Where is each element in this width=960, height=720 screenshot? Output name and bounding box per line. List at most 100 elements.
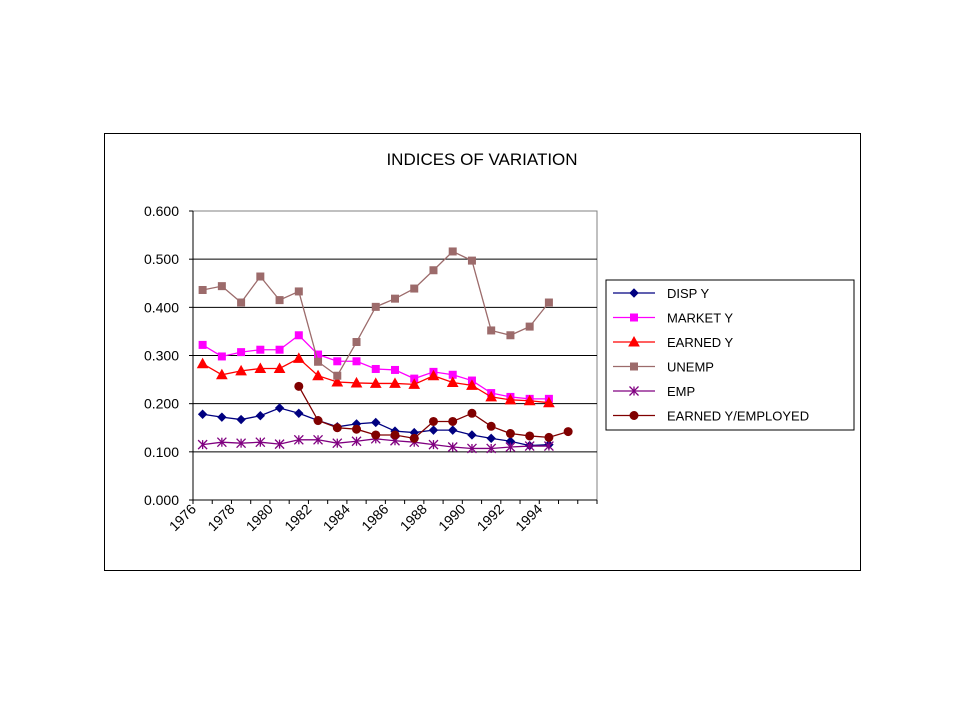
data-point [275, 345, 284, 354]
data-point [371, 302, 380, 311]
data-point [523, 394, 536, 406]
data-point [448, 247, 457, 256]
data-point [505, 442, 516, 452]
data-point [198, 340, 207, 349]
data-point [428, 416, 438, 426]
x-tick-label: 1986 [358, 501, 391, 534]
legend-marker [630, 362, 638, 371]
data-point [390, 430, 400, 440]
data-point [313, 416, 323, 426]
data-point [352, 357, 361, 366]
data-point [294, 287, 303, 296]
data-point [274, 403, 285, 413]
data-point [331, 375, 344, 387]
data-point [448, 425, 458, 435]
data-point [217, 412, 227, 422]
x-tick-label: 1990 [435, 501, 468, 534]
data-point [429, 266, 438, 275]
data-point [543, 441, 554, 452]
data-point [486, 421, 496, 431]
data-point [256, 345, 265, 354]
data-point [485, 390, 498, 402]
data-point [255, 411, 266, 421]
data-point [352, 338, 361, 347]
series-unemp [198, 247, 553, 380]
data-point [254, 362, 267, 374]
legend-marker [629, 386, 639, 396]
x-axis-tick-labels: 1976 1978 1980 1982 1984 1986 1988 1990 1992 1994 [166, 501, 546, 534]
y-tick-label: 0.100 [144, 444, 179, 460]
y-tick-label: 0.200 [144, 396, 179, 412]
data-point [466, 443, 477, 454]
data-point [389, 377, 401, 388]
legend-label: EARNED Y/EMPLOYED [667, 409, 809, 424]
series-group [196, 247, 573, 454]
data-point [236, 438, 247, 449]
data-point [217, 282, 226, 291]
chart-frame: INDICES OF VARIATION 0.000 0.100 0.200 0.30… [104, 133, 861, 571]
data-point [506, 331, 515, 340]
data-point [371, 364, 380, 373]
legend-item-emp: EMP [613, 384, 695, 399]
legend-item-disp-y: DISP Y [613, 286, 709, 301]
data-point [237, 298, 246, 307]
data-point [467, 408, 477, 418]
data-point [313, 434, 324, 445]
legend: DISP Y MARKET Y EARNED Y UNEMP EMP EARNED Y/E… [605, 279, 855, 431]
data-point [293, 434, 304, 445]
data-point [543, 396, 555, 408]
x-tick-label: 1978 [204, 501, 237, 534]
x-tick-label: 1992 [474, 501, 507, 534]
legend-label: DISP Y [667, 286, 709, 301]
legend-box [605, 279, 855, 431]
data-point [410, 284, 419, 293]
data-point [350, 376, 363, 388]
data-point [409, 433, 419, 443]
y-axis-tick-labels: 0.000 0.100 0.200 0.300 0.400 0.500 0.600 [144, 203, 179, 508]
data-point [275, 296, 284, 305]
series-earned-y [196, 352, 555, 408]
data-point [371, 430, 381, 440]
data-point [448, 416, 458, 426]
data-point [447, 442, 458, 452]
data-point [351, 436, 362, 447]
data-point [467, 430, 477, 440]
data-point [294, 331, 303, 340]
legend-item-earned-y: EARNED Y [613, 335, 734, 350]
legend-item-earned-y-employed: EARNED Y/EMPLOYED [613, 409, 809, 424]
legend-marker [629, 411, 639, 420]
y-tick-label: 0.600 [144, 203, 179, 219]
data-point [294, 408, 304, 419]
data-point [446, 376, 459, 387]
data-point [312, 369, 324, 381]
data-point [391, 365, 399, 374]
legend-item-unemp: UNEMP [613, 360, 714, 375]
data-point [427, 369, 440, 381]
data-point [369, 377, 382, 388]
data-point [525, 431, 535, 441]
series-emp [197, 433, 554, 454]
legend-label: UNEMP [667, 360, 714, 375]
data-point [563, 427, 573, 437]
y-tick-label: 0.500 [144, 251, 179, 267]
data-point [486, 433, 496, 444]
data-point [467, 256, 476, 265]
x-tick-label: 1994 [512, 501, 545, 534]
chart-title: INDICES OF VARIATION [386, 150, 577, 169]
data-point [255, 437, 266, 448]
data-point [544, 298, 553, 307]
legend-item-market-y: MARKET Y [613, 311, 733, 326]
data-point [216, 368, 228, 380]
data-point [197, 439, 208, 450]
legend-label: MARKET Y [667, 311, 733, 326]
data-point [371, 417, 381, 428]
x-tick-label: 1980 [243, 501, 276, 534]
data-point [237, 348, 246, 357]
data-point [197, 409, 208, 419]
data-point [236, 414, 246, 425]
data-point [333, 357, 342, 366]
data-point [352, 424, 362, 434]
data-point [505, 429, 515, 439]
y-tick-label: 0.400 [144, 299, 179, 315]
data-point [504, 393, 517, 405]
